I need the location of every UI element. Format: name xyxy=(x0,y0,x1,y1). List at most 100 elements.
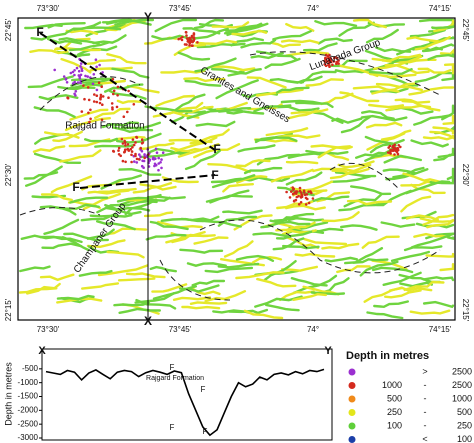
lineament xyxy=(359,260,399,277)
lineament xyxy=(422,300,455,309)
lineament xyxy=(226,110,265,115)
depth-dot xyxy=(92,100,96,103)
contact xyxy=(199,219,441,274)
depth-dot xyxy=(75,66,79,70)
depth-dot xyxy=(139,146,142,150)
lineament xyxy=(328,59,368,68)
depth-dot xyxy=(185,43,188,46)
lineament xyxy=(50,175,93,194)
lineament xyxy=(269,77,305,84)
depth-dot xyxy=(89,108,92,112)
lineament xyxy=(280,99,323,105)
lineament xyxy=(384,289,422,299)
lineament xyxy=(383,154,422,164)
lineament xyxy=(272,30,312,41)
profile-end: Y xyxy=(324,345,332,357)
depth-dot xyxy=(116,94,119,97)
depth-dot xyxy=(100,85,103,88)
depth-dot xyxy=(160,166,163,170)
depth-dot xyxy=(186,40,190,43)
lineament xyxy=(410,232,455,249)
depth-dot xyxy=(139,155,142,158)
lineament xyxy=(246,76,287,89)
depth-dot xyxy=(76,81,80,84)
lineament xyxy=(152,111,200,119)
lineament xyxy=(186,262,227,267)
lineament xyxy=(314,20,358,27)
lineament xyxy=(58,37,100,45)
depth-dot xyxy=(337,59,340,62)
lineament xyxy=(181,305,221,310)
depth-dot xyxy=(300,193,304,197)
depth-dot xyxy=(181,35,184,39)
lineament xyxy=(375,82,423,92)
lineament xyxy=(408,86,455,96)
depth-dot xyxy=(311,197,315,200)
depth-dot xyxy=(77,74,81,77)
lineament xyxy=(372,55,423,70)
lineament xyxy=(236,175,268,184)
lineament xyxy=(276,134,321,139)
depth-dot xyxy=(126,110,129,114)
lineament xyxy=(441,73,455,82)
legend-symbol: > xyxy=(422,366,427,376)
depth-dot xyxy=(148,159,151,162)
lineament xyxy=(400,195,432,213)
depth-dot xyxy=(95,94,99,97)
lineament xyxy=(419,217,455,223)
lineament xyxy=(193,18,225,30)
y-axis-label: Depth in metres xyxy=(3,362,13,426)
lineament xyxy=(382,168,417,175)
lineament xyxy=(361,110,395,120)
depth-dot xyxy=(94,58,98,61)
lineament xyxy=(285,204,326,211)
lineament xyxy=(422,276,455,282)
lineament xyxy=(40,193,73,202)
depth-dot xyxy=(78,76,82,80)
lineament xyxy=(276,200,314,210)
lineament xyxy=(57,85,96,91)
lineament xyxy=(269,219,311,226)
left-coordinate: 22°30' xyxy=(4,163,13,186)
lineament xyxy=(372,266,414,274)
lineament xyxy=(401,99,441,112)
depth-dot xyxy=(130,153,133,157)
depth-dot xyxy=(288,196,292,199)
profile-line xyxy=(45,368,325,437)
lineament xyxy=(193,27,229,40)
depth-dot xyxy=(79,73,83,77)
lineament xyxy=(30,32,67,41)
lineament xyxy=(61,236,90,252)
lineament xyxy=(23,171,59,180)
lineament xyxy=(154,18,198,33)
lineament xyxy=(392,166,425,179)
unit-label: Rajgad Formation xyxy=(65,121,144,132)
depth-dot xyxy=(192,33,196,36)
lineament xyxy=(117,277,156,282)
lineament xyxy=(324,256,358,263)
depth-dot xyxy=(304,203,308,206)
depth-dot xyxy=(127,149,131,152)
lineament xyxy=(29,48,69,55)
lineament xyxy=(402,172,442,184)
depth-dot xyxy=(124,160,127,164)
depth-dot xyxy=(297,194,300,198)
profile-fault-label: F xyxy=(201,385,206,394)
lineament xyxy=(265,303,300,312)
lineament xyxy=(365,121,403,129)
lineament xyxy=(223,23,265,35)
lineament xyxy=(59,149,102,163)
lineament xyxy=(352,258,389,264)
lineament xyxy=(279,290,315,302)
lineament xyxy=(316,191,351,203)
depth-dot xyxy=(124,144,127,147)
legend-to: 2500 xyxy=(452,380,472,390)
lineament xyxy=(222,209,263,215)
depth-dot xyxy=(82,84,85,87)
depth-dot xyxy=(64,78,68,81)
lineament xyxy=(285,160,319,165)
left-coordinate: 22°45' xyxy=(4,18,13,41)
lineament xyxy=(285,22,315,32)
depth-dot xyxy=(129,147,132,151)
